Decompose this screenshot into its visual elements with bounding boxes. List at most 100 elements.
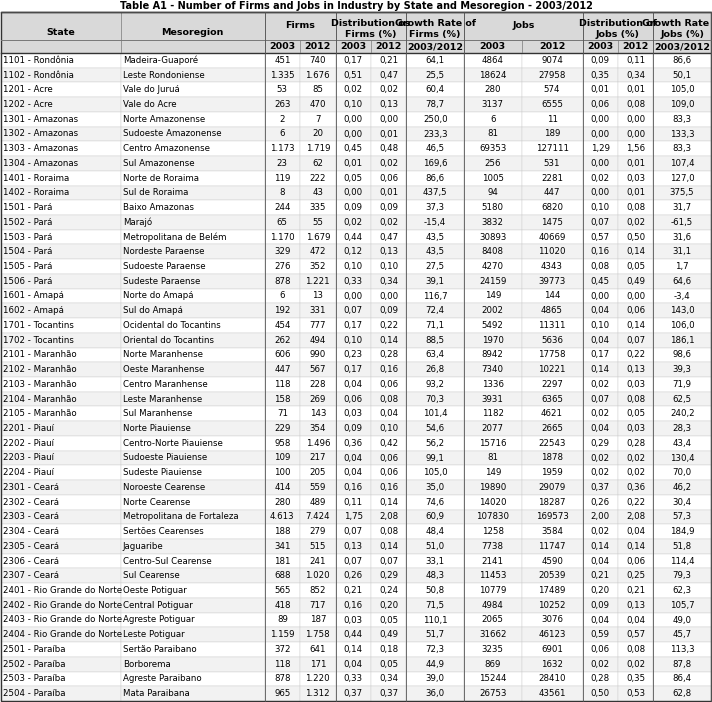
Bar [464, 451, 522, 465]
Text: 127111: 127111 [535, 144, 569, 153]
Bar [300, 406, 335, 421]
Bar [1, 82, 120, 97]
Bar [654, 642, 711, 657]
Text: 2105 - Maranhão: 2105 - Maranhão [3, 409, 77, 418]
Text: Sul Amazonense: Sul Amazonense [122, 159, 194, 168]
Text: 6: 6 [280, 129, 285, 138]
Bar [335, 274, 371, 289]
Bar [120, 613, 265, 628]
Bar [654, 244, 711, 259]
Text: 37,3: 37,3 [426, 203, 445, 212]
Bar [522, 628, 582, 642]
Bar [1, 40, 711, 53]
Text: 72,3: 72,3 [426, 645, 445, 654]
Bar [1, 171, 120, 185]
Text: 0,00: 0,00 [344, 114, 363, 124]
Bar [265, 12, 335, 40]
Text: 574: 574 [544, 86, 560, 94]
Text: Noroeste Cearense: Noroeste Cearense [122, 483, 205, 492]
Text: 105,7: 105,7 [670, 601, 694, 610]
Bar [120, 12, 265, 53]
Bar [582, 598, 618, 613]
Bar [1, 436, 120, 451]
Text: 228: 228 [310, 380, 326, 389]
Text: Centro-Sul Cearense: Centro-Sul Cearense [122, 557, 211, 566]
Bar [1, 53, 120, 67]
Bar [582, 554, 618, 569]
Bar [618, 333, 654, 347]
Text: 144: 144 [544, 291, 560, 300]
Bar [1, 244, 120, 259]
Text: 0,25: 0,25 [626, 571, 645, 581]
Text: 118: 118 [274, 660, 290, 669]
Text: 0,03: 0,03 [626, 380, 645, 389]
Bar [654, 510, 711, 524]
Text: 335: 335 [310, 203, 326, 212]
Bar [265, 613, 300, 628]
Bar [407, 524, 464, 539]
Text: 0,04: 0,04 [626, 527, 645, 536]
Bar [522, 672, 582, 687]
Bar [582, 465, 618, 480]
Text: 1.496: 1.496 [305, 439, 330, 448]
Text: 3137: 3137 [482, 100, 504, 109]
Bar [618, 495, 654, 510]
Text: 2404 - Rio Grande do Norte: 2404 - Rio Grande do Norte [3, 630, 122, 640]
Text: 60,4: 60,4 [426, 86, 445, 94]
Text: 0,07: 0,07 [591, 218, 609, 227]
Text: 0,04: 0,04 [591, 336, 609, 345]
Bar [522, 185, 582, 200]
Bar [522, 141, 582, 156]
Text: 69353: 69353 [479, 144, 506, 153]
Bar [1, 274, 120, 289]
Text: 192: 192 [274, 306, 290, 315]
Text: 280: 280 [274, 498, 290, 507]
Text: 0,04: 0,04 [379, 409, 398, 418]
Text: 0,04: 0,04 [626, 616, 645, 625]
Bar [464, 377, 522, 392]
Bar [120, 215, 265, 230]
Bar [265, 40, 300, 53]
Bar [1, 392, 120, 406]
Text: 0,02: 0,02 [591, 660, 609, 669]
Bar [407, 583, 464, 598]
Text: 2665: 2665 [541, 424, 563, 433]
Text: 229: 229 [274, 424, 290, 433]
Bar [654, 67, 711, 82]
Text: 4270: 4270 [482, 262, 504, 271]
Bar [582, 171, 618, 185]
Bar [120, 583, 265, 598]
Bar [582, 289, 618, 303]
Bar [120, 82, 265, 97]
Bar [464, 185, 522, 200]
Bar [582, 40, 618, 53]
Bar [618, 406, 654, 421]
Bar [300, 436, 335, 451]
Bar [300, 230, 335, 244]
Bar [522, 583, 582, 598]
Bar [265, 672, 300, 687]
Bar [464, 406, 522, 421]
Bar [582, 67, 618, 82]
Text: 0,34: 0,34 [626, 71, 645, 79]
Text: 0,37: 0,37 [344, 689, 363, 698]
Bar [582, 377, 618, 392]
Text: 0,02: 0,02 [379, 86, 398, 94]
Text: 0,01: 0,01 [591, 86, 609, 94]
Text: 418: 418 [274, 601, 290, 610]
Bar [1, 554, 120, 569]
Bar [371, 613, 407, 628]
Bar [618, 465, 654, 480]
Text: 2301 - Ceará: 2301 - Ceará [3, 483, 59, 492]
Bar [265, 303, 300, 318]
Text: 1.312: 1.312 [305, 689, 330, 698]
Text: 1101 - Rondônia: 1101 - Rondônia [3, 56, 74, 65]
Bar [522, 82, 582, 97]
Bar [407, 259, 464, 274]
Bar [582, 126, 618, 141]
Text: 0,04: 0,04 [591, 557, 609, 566]
Bar [371, 259, 407, 274]
Text: Table A1 - Number of Firms and Jobs in Industry by State and Mesoregion - 2003/2: Table A1 - Number of Firms and Jobs in I… [120, 1, 592, 11]
Bar [371, 687, 407, 701]
Bar [618, 392, 654, 406]
